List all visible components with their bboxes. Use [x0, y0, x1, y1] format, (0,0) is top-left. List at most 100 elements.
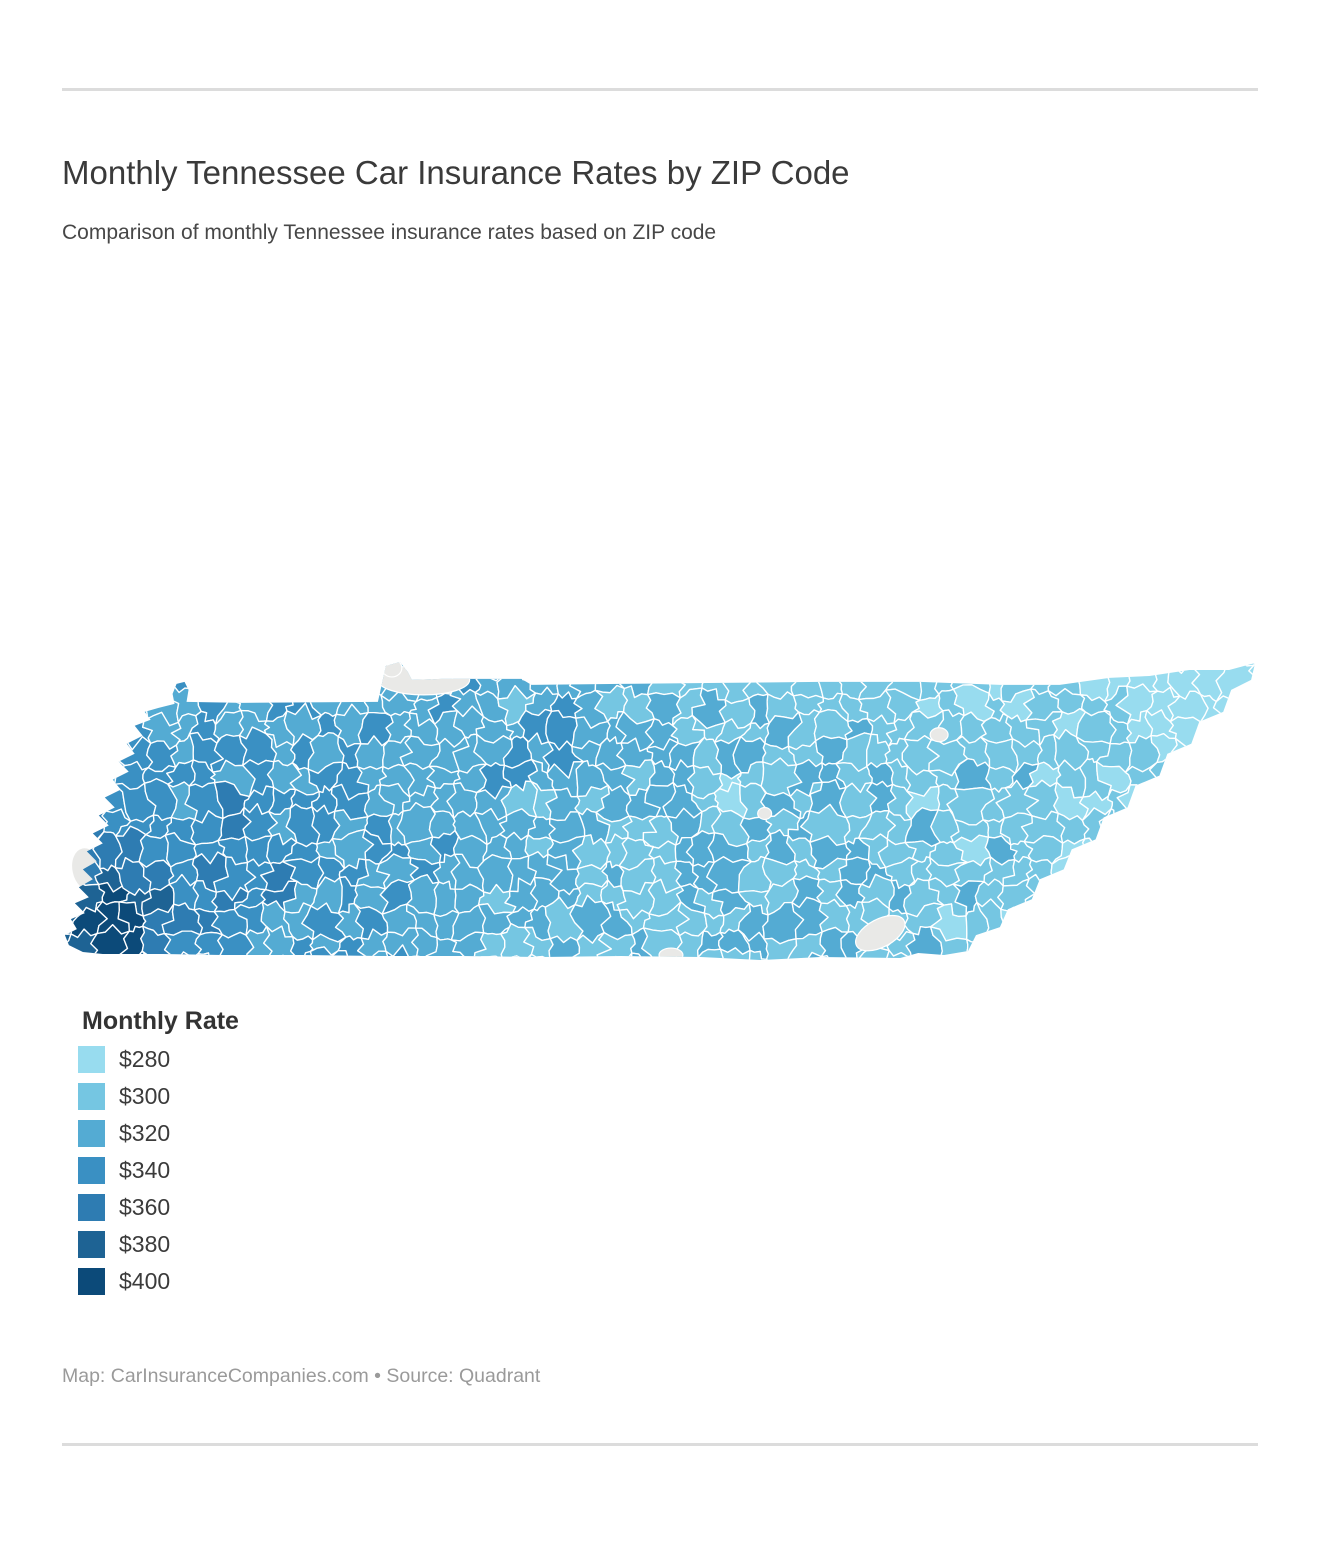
choropleth-map-container[interactable] [62, 247, 1258, 969]
zip-region[interactable] [1236, 710, 1260, 749]
zip-region[interactable] [1096, 832, 1125, 865]
zip-region[interactable] [72, 766, 103, 802]
zip-region[interactable] [889, 658, 921, 675]
zip-region[interactable] [62, 658, 80, 678]
zip-region[interactable] [1092, 946, 1135, 969]
zip-region[interactable] [242, 957, 268, 969]
zip-region[interactable] [141, 665, 175, 702]
zip-region[interactable] [426, 955, 465, 969]
zip-region[interactable] [1247, 685, 1260, 719]
zip-region[interactable] [62, 809, 76, 846]
zip-region[interactable] [261, 670, 292, 698]
zip-region[interactable] [62, 712, 78, 751]
zip-region[interactable] [62, 836, 73, 864]
zip-region[interactable] [90, 658, 131, 678]
zip-region[interactable] [1027, 658, 1058, 677]
zip-region[interactable] [759, 658, 801, 679]
zip-region[interactable] [1072, 854, 1112, 888]
zip-region[interactable] [1127, 889, 1152, 909]
zip-region[interactable] [1244, 909, 1260, 937]
zip-region[interactable] [331, 658, 366, 674]
zip-region[interactable] [450, 931, 487, 960]
zip-region[interactable] [1144, 784, 1184, 826]
zip-region[interactable] [1194, 761, 1230, 793]
zip-region[interactable] [1072, 930, 1107, 964]
zip-region[interactable] [573, 658, 605, 675]
zip-region[interactable] [1246, 952, 1260, 968]
zip-region[interactable] [1143, 956, 1182, 969]
zip-region[interactable] [454, 658, 489, 679]
zip-region[interactable] [1194, 736, 1225, 768]
zip-region[interactable] [411, 927, 439, 964]
zip-region[interactable] [830, 658, 868, 677]
zip-region[interactable] [1142, 810, 1178, 841]
zip-region[interactable] [76, 694, 104, 729]
zip-region[interactable] [642, 961, 677, 969]
zip-region[interactable] [124, 669, 154, 702]
zip-region[interactable] [790, 667, 824, 699]
zip-region[interactable] [65, 741, 106, 775]
zip-region[interactable] [549, 658, 586, 674]
zip-region[interactable] [1099, 925, 1134, 960]
zip-region[interactable] [473, 932, 506, 961]
zip-region[interactable] [194, 952, 216, 969]
zip-region[interactable] [1196, 948, 1230, 969]
zip-region[interactable] [787, 658, 823, 679]
zip-region[interactable] [260, 954, 299, 969]
zip-region[interactable] [1098, 882, 1134, 915]
zip-region[interactable] [1119, 658, 1156, 670]
zip-region[interactable] [1051, 912, 1079, 941]
zip-region[interactable] [163, 930, 203, 963]
zip-region[interactable] [859, 658, 899, 678]
zip-region[interactable] [99, 708, 132, 750]
zip-region[interactable] [1221, 806, 1256, 846]
zip-region[interactable] [1024, 928, 1068, 962]
zip-region[interactable] [1096, 855, 1131, 893]
zip-region[interactable] [835, 958, 871, 969]
zip-region[interactable] [303, 659, 342, 698]
zip-region[interactable] [1147, 658, 1180, 670]
zip-region[interactable] [1245, 875, 1260, 913]
zip-region[interactable] [1118, 828, 1152, 867]
zip-region[interactable] [1076, 949, 1102, 969]
zip-region[interactable] [62, 673, 82, 696]
zip-region[interactable] [1142, 902, 1183, 929]
zip-region[interactable] [927, 658, 960, 676]
zip-region[interactable] [164, 658, 203, 674]
zip-region[interactable] [210, 957, 252, 969]
zip-region[interactable] [1096, 658, 1131, 677]
zip-region[interactable] [70, 658, 106, 676]
zip-region[interactable] [431, 658, 461, 676]
zip-region[interactable] [917, 658, 940, 671]
tennessee-map-svg[interactable] [62, 658, 1260, 969]
zip-region[interactable] [1122, 956, 1159, 969]
zip-region[interactable] [1190, 879, 1233, 911]
zip-region[interactable] [693, 658, 729, 676]
zip-region[interactable] [1073, 658, 1109, 679]
zip-region[interactable] [647, 658, 679, 674]
zip-region[interactable] [1192, 928, 1229, 959]
zip-region[interactable] [742, 662, 769, 699]
zip-region[interactable] [62, 949, 84, 969]
zip-region[interactable] [670, 658, 701, 679]
zip-region[interactable] [1000, 906, 1034, 942]
zip-region[interactable] [1245, 789, 1260, 819]
zip-region[interactable] [935, 956, 965, 969]
zip-region[interactable] [549, 958, 576, 969]
zip-region[interactable] [905, 955, 945, 969]
zip-region[interactable] [331, 661, 370, 695]
zip-region[interactable] [377, 944, 418, 969]
zip-region[interactable] [667, 956, 705, 969]
zip-region[interactable] [284, 664, 312, 701]
zip-region[interactable] [619, 658, 657, 678]
zip-region[interactable] [451, 955, 484, 969]
zip-region[interactable] [1242, 807, 1260, 845]
zip-region[interactable] [473, 955, 506, 969]
zip-region[interactable] [187, 666, 226, 693]
zip-region[interactable] [1121, 900, 1152, 928]
zip-region[interactable] [62, 762, 79, 796]
zip-region[interactable] [1223, 882, 1252, 915]
zip-region[interactable] [94, 739, 126, 773]
zip-region[interactable] [1071, 874, 1112, 919]
zip-region[interactable] [1118, 853, 1155, 895]
